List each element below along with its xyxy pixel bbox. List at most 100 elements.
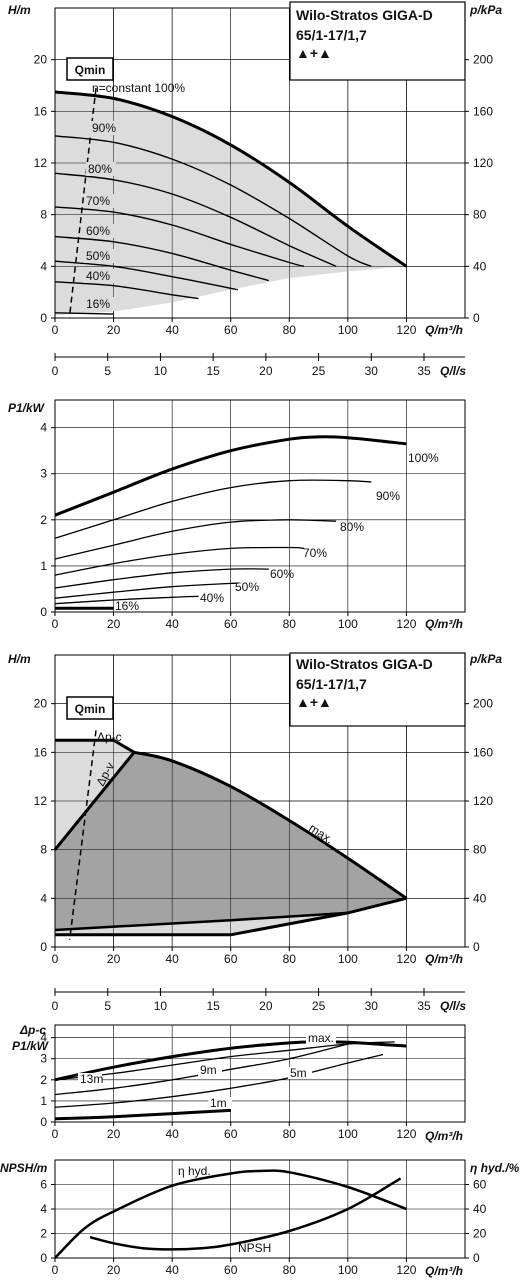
p2-xtick-label: 0 <box>52 1127 59 1141</box>
p1-ylabel: P1/kW <box>8 401 46 415</box>
h2-ytick-label: 16 <box>34 745 48 759</box>
h2-qmin-label: Qmin <box>75 702 106 716</box>
p2-curve-1m <box>54 1108 231 1121</box>
h1-ytick-label: 0 <box>40 311 47 325</box>
h1-ytick-right-label: 200 <box>473 53 493 67</box>
h1-title-line2: 65/1-17/1,7 <box>296 27 367 43</box>
h1-curve-label-bg <box>84 224 114 238</box>
npsh-xtick-label: 60 <box>224 1263 238 1277</box>
h1-ytick-right-label: 0 <box>473 311 480 325</box>
ls1-tick-label: 20 <box>259 364 273 378</box>
h1-curve-label-bg <box>86 162 116 176</box>
h2-ytick-right-label: 120 <box>473 794 493 808</box>
p1-ytick-label: 4 <box>40 421 47 435</box>
h1-ytick-right-label: 120 <box>473 156 493 170</box>
h1-curve-label: 16% <box>86 297 110 311</box>
h2-title-line1: Wilo-Stratos GIGA-D <box>296 656 433 672</box>
h1-curve-40 <box>54 281 199 300</box>
p1-xtick-label: 100 <box>338 617 358 631</box>
h2-curve-dpv <box>53 751 136 851</box>
h2-ytick-label: 0 <box>40 940 47 954</box>
p2-xtick-label: 120 <box>396 1127 416 1141</box>
h1-title-line1: Wilo-Stratos GIGA-D <box>296 7 433 23</box>
h2-ytick-label: 20 <box>34 697 48 711</box>
p1-curve-label: 60% <box>270 567 294 581</box>
h1-qmin-label: Qmin <box>75 63 106 77</box>
p1-xtick-label: 20 <box>107 617 121 631</box>
ls2-tick-label: 25 <box>312 999 326 1013</box>
p2-curve-5m <box>54 1053 384 1108</box>
p1-xtick-label: 120 <box>396 617 416 631</box>
p2-curve-label: 1m <box>210 1096 227 1110</box>
npsh-xtick-label: 20 <box>107 1263 121 1277</box>
npsh-xtick-label: 100 <box>338 1263 358 1277</box>
h1-ytick-label: 4 <box>40 259 47 273</box>
h2-xtick-label: 40 <box>165 952 179 966</box>
h2-qmin-box <box>66 696 114 720</box>
h1-curve-label: 50% <box>86 249 110 263</box>
ls2-tick-label: 30 <box>365 999 379 1013</box>
p1-curve-label: 70% <box>303 546 327 560</box>
ls1-tick-label: 10 <box>154 364 168 378</box>
h1-ytick-label: 20 <box>34 53 48 67</box>
p2-curve-label-bg <box>198 1064 222 1076</box>
h1-ytick-right-label: 40 <box>473 259 487 273</box>
ls1-tick-label: 15 <box>206 364 220 378</box>
p1-curve-40 <box>54 595 199 605</box>
p1-curve-50 <box>54 582 238 599</box>
npsh-curve-npsh <box>89 1177 402 1251</box>
h1-curve-label: 90% <box>92 121 116 135</box>
h1-curve-label: 60% <box>86 224 110 238</box>
p1-xtick-label: 60 <box>224 617 238 631</box>
p1-xtick-label: 40 <box>165 617 179 631</box>
h2-qmin-line <box>68 730 97 940</box>
h2-ytick-right-label: 80 <box>473 843 487 857</box>
p1-xtick-label: 0 <box>52 617 59 631</box>
h2-xtick-label: 100 <box>338 952 358 966</box>
p2-curve-label: 9m <box>200 1063 217 1077</box>
p2-curve-label: 13m <box>80 1072 103 1086</box>
p2-xlabel: Q/m³/h <box>425 1129 463 1143</box>
npsh-xtick-label: 0 <box>52 1263 59 1277</box>
h1-ytick-right-label: 80 <box>473 208 487 222</box>
h1-curve-label: 40% <box>86 269 110 283</box>
p1-ytick-label: 2 <box>40 513 47 527</box>
npsh-ytick-right-label: 40 <box>473 1202 487 1216</box>
p1-curve-label: 16% <box>115 599 139 613</box>
h2-ytick-label: 12 <box>34 794 48 808</box>
h2-curve-max <box>133 750 408 900</box>
p2-curve-label: 5m <box>290 1066 307 1080</box>
ls2-tick-label: 35 <box>417 999 431 1013</box>
h1-xtick-label: 0 <box>52 323 59 337</box>
ls1-tick-label: 5 <box>104 364 111 378</box>
h2-ytick-right-label: 40 <box>473 891 487 905</box>
npsh-ytick-label: 2 <box>40 1227 47 1241</box>
ls2-label: Q/l/s <box>440 999 466 1013</box>
h1-curve-label: 70% <box>86 194 110 208</box>
npsh-ylabel: NPSH/m <box>0 1161 48 1175</box>
npsh-xtick-label: 120 <box>396 1263 416 1277</box>
h1-qmin-box <box>66 57 114 81</box>
p1-curve-label: 40% <box>200 591 224 605</box>
p2-xtick-label: 40 <box>165 1127 179 1141</box>
p1-frame <box>54 399 466 613</box>
ls2-tick-label: 10 <box>154 999 168 1013</box>
p2-curve-label-bg <box>288 1067 312 1079</box>
p2-ytick-label: 1 <box>40 1094 47 1108</box>
npsh-xlabel: Q/m³/h <box>425 1264 463 1278</box>
npsh-ytick-right-label: 0 <box>473 1251 480 1265</box>
h1-ytick-label: 12 <box>34 156 48 170</box>
h2-title-line2: 65/1-17/1,7 <box>296 676 367 692</box>
h2-curve-min <box>55 896 407 937</box>
h2-ytick-right-label: 200 <box>473 697 493 711</box>
h1-curve-80 <box>54 172 337 267</box>
h2-ytick-right-label: 0 <box>473 940 480 954</box>
npsh-ytick-right-label: 20 <box>473 1227 487 1241</box>
h1-xlabel: Q/m³/h <box>425 323 463 337</box>
p1-curve-100 <box>54 435 407 517</box>
h1-curve-label: n=constant 100% <box>92 81 185 95</box>
h2-curve-dpc <box>55 738 135 754</box>
ls1-tick-label: 0 <box>52 364 59 378</box>
h2-ylabel: H/m <box>8 652 31 666</box>
